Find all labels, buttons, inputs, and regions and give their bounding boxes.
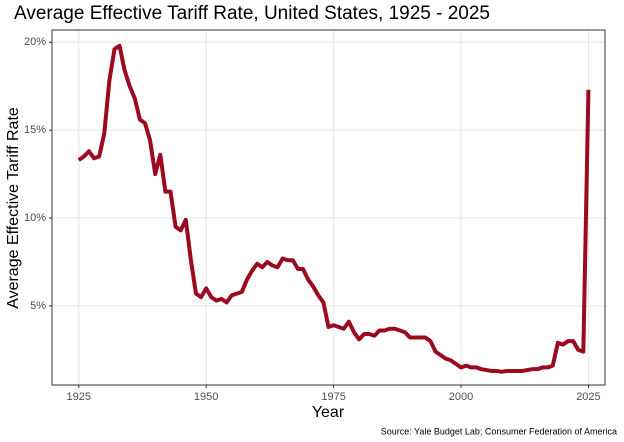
x-tick-label: 2000 [449,391,473,403]
chart-title: Average Effective Tariff Rate, United St… [14,3,490,24]
plot-border [51,29,606,386]
data-line [77,43,591,374]
x-tick-label: 2025 [576,391,600,403]
y-tick-label: 20% [24,36,46,48]
y-tick-label: 15% [24,124,46,136]
x-tick-label: 1950 [194,391,218,403]
x-tick-label: 1975 [321,391,345,403]
x-axis-label: Year [312,404,345,421]
y-axis-label: Average Effective Tariff Rate [5,107,22,309]
y-tick-label: 10% [24,212,46,224]
y-tick-label: 5% [30,300,46,312]
source-note: Source: Yale Budget Lab; Consumer Federa… [381,426,617,436]
x-tick-label: 1925 [67,391,91,403]
